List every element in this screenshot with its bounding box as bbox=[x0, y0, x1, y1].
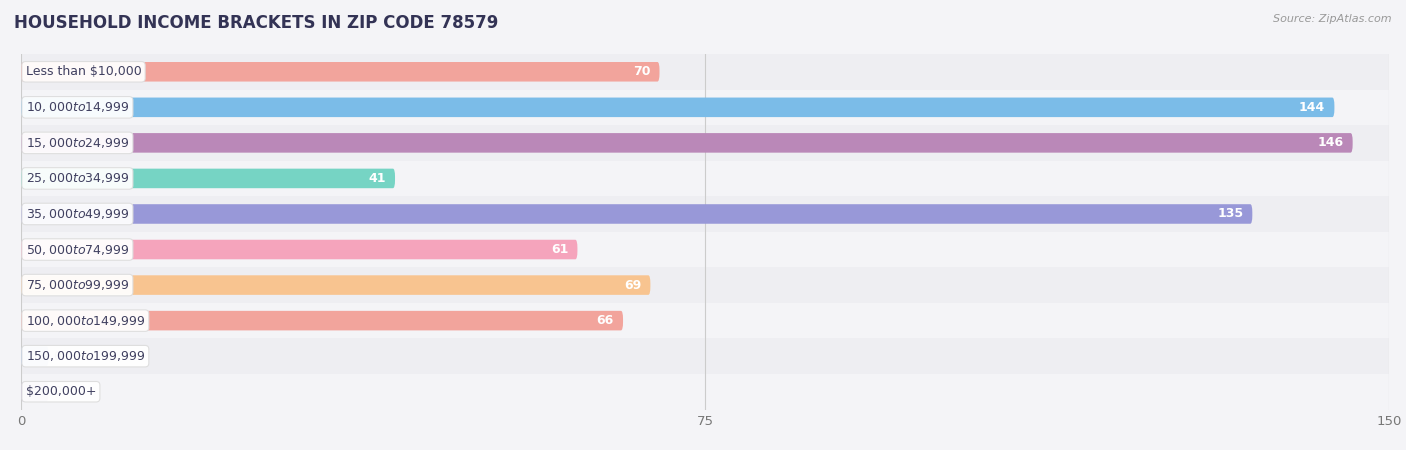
Text: 0: 0 bbox=[53, 385, 60, 398]
Text: $35,000 to $49,999: $35,000 to $49,999 bbox=[25, 207, 129, 221]
FancyBboxPatch shape bbox=[21, 204, 1253, 224]
Text: $25,000 to $34,999: $25,000 to $34,999 bbox=[25, 171, 129, 185]
Text: $50,000 to $74,999: $50,000 to $74,999 bbox=[25, 243, 129, 256]
Text: 0: 0 bbox=[53, 350, 60, 363]
Bar bbox=[21, 303, 1389, 338]
Text: 69: 69 bbox=[624, 279, 641, 292]
Text: $10,000 to $14,999: $10,000 to $14,999 bbox=[25, 100, 129, 114]
FancyBboxPatch shape bbox=[21, 311, 623, 330]
Text: Less than $10,000: Less than $10,000 bbox=[25, 65, 142, 78]
Bar bbox=[21, 196, 1389, 232]
Text: Source: ZipAtlas.com: Source: ZipAtlas.com bbox=[1274, 14, 1392, 23]
FancyBboxPatch shape bbox=[21, 169, 395, 188]
FancyBboxPatch shape bbox=[21, 62, 659, 81]
Bar bbox=[21, 232, 1389, 267]
FancyBboxPatch shape bbox=[21, 275, 651, 295]
Text: $200,000+: $200,000+ bbox=[25, 385, 96, 398]
Bar bbox=[21, 161, 1389, 196]
Text: 41: 41 bbox=[368, 172, 385, 185]
Text: $75,000 to $99,999: $75,000 to $99,999 bbox=[25, 278, 129, 292]
Bar bbox=[21, 54, 1389, 90]
Text: 146: 146 bbox=[1317, 136, 1344, 149]
FancyBboxPatch shape bbox=[21, 240, 578, 259]
FancyBboxPatch shape bbox=[21, 133, 1353, 153]
Text: 61: 61 bbox=[551, 243, 568, 256]
Bar bbox=[21, 125, 1389, 161]
Text: $100,000 to $149,999: $100,000 to $149,999 bbox=[25, 314, 145, 328]
Text: HOUSEHOLD INCOME BRACKETS IN ZIP CODE 78579: HOUSEHOLD INCOME BRACKETS IN ZIP CODE 78… bbox=[14, 14, 499, 32]
Bar bbox=[21, 374, 1389, 410]
Bar bbox=[21, 267, 1389, 303]
Text: 66: 66 bbox=[596, 314, 614, 327]
Text: 135: 135 bbox=[1218, 207, 1243, 220]
Bar bbox=[21, 90, 1389, 125]
Text: 70: 70 bbox=[633, 65, 651, 78]
FancyBboxPatch shape bbox=[21, 346, 48, 366]
Text: 144: 144 bbox=[1299, 101, 1326, 114]
Bar bbox=[21, 338, 1389, 374]
FancyBboxPatch shape bbox=[21, 382, 48, 401]
Text: $150,000 to $199,999: $150,000 to $199,999 bbox=[25, 349, 145, 363]
Text: $15,000 to $24,999: $15,000 to $24,999 bbox=[25, 136, 129, 150]
FancyBboxPatch shape bbox=[21, 98, 1334, 117]
